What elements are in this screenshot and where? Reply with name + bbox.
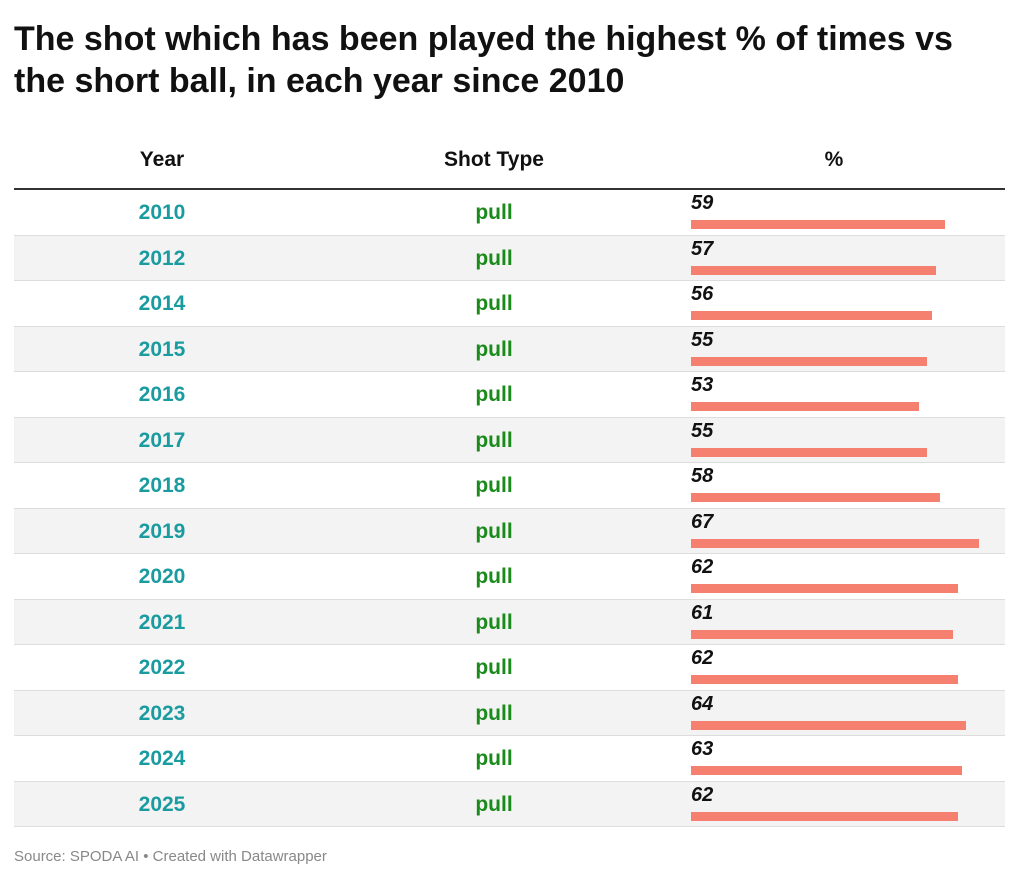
- shot-type-cell: pull: [475, 292, 513, 315]
- shot-type-cell: pull: [475, 792, 513, 816]
- shot-type-cell: pull: [475, 610, 513, 634]
- table-row: 2020 pull 62: [14, 554, 1005, 600]
- percent-cell: 63: [691, 736, 991, 780]
- year-cell: 2025: [138, 792, 186, 816]
- percent-bar: [691, 311, 932, 320]
- percent-bar: [691, 584, 958, 593]
- percent-value-label: 59: [691, 192, 714, 214]
- year-cell: 2024: [138, 747, 186, 770]
- shot-type-cell: pull: [475, 201, 513, 224]
- percent-cell: 62: [691, 554, 991, 598]
- year-cell: 2015: [138, 337, 186, 361]
- table-row: 2017 pull 55: [14, 417, 1005, 463]
- percent-value-label: 57: [691, 237, 714, 260]
- table-row: 2022 pull 62: [14, 645, 1005, 691]
- shot-type-cell: pull: [475, 656, 513, 679]
- year-cell: 2022: [138, 656, 186, 679]
- year-cell: 2019: [138, 519, 186, 543]
- percent-value-label: 56: [691, 283, 714, 305]
- percent-cell: 57: [691, 236, 991, 280]
- table-row: 2014 pull 56: [14, 281, 1005, 327]
- table-row: 2015 pull 55: [14, 326, 1005, 372]
- chart-title: The shot which has been played the highe…: [14, 20, 953, 100]
- percent-cell: 58: [691, 463, 991, 507]
- table-row: 2021 pull 61: [14, 599, 1005, 645]
- percent-cell: 62: [691, 645, 991, 689]
- percent-cell: 61: [691, 600, 991, 644]
- table-row: 2016 pull 53: [14, 372, 1005, 418]
- percent-cell: 64: [691, 691, 991, 735]
- percent-value-label: 67: [691, 510, 714, 533]
- header-year: Year: [139, 148, 185, 171]
- percent-bar: [691, 356, 928, 366]
- percent-bar: [691, 220, 945, 229]
- shot-type-cell: pull: [475, 519, 513, 543]
- percent-bar: [691, 265, 936, 275]
- percent-cell: 56: [691, 281, 991, 325]
- percent-cell: 53: [691, 372, 991, 416]
- table-row: 2024 pull 63: [14, 736, 1005, 782]
- shot-type-cell: pull: [475, 747, 513, 770]
- percent-cell: 55: [691, 327, 991, 371]
- percent-cell: 55: [691, 418, 991, 462]
- table-row: 2018 pull 58: [14, 463, 1005, 509]
- percent-value-label: 64: [691, 692, 714, 715]
- shot-type-cell: pull: [475, 383, 513, 406]
- source-note: Source: SPODA AI • Created with Datawrap…: [14, 848, 327, 865]
- year-cell: 2021: [138, 610, 186, 634]
- percent-value-label: 58: [691, 465, 714, 487]
- shot-type-cell: pull: [475, 337, 513, 361]
- shot-type-cell: pull: [475, 246, 513, 270]
- year-cell: 2012: [138, 246, 186, 270]
- year-cell: 2018: [138, 474, 186, 497]
- percent-cell: 67: [691, 509, 991, 553]
- percent-bar: [691, 675, 958, 684]
- year-cell: 2023: [138, 701, 186, 725]
- percent-value-label: 62: [691, 783, 714, 806]
- table-row: 2012 pull 57: [14, 235, 1005, 281]
- percent-value-label: 63: [691, 738, 714, 760]
- table-row: 2019 pull 67: [14, 508, 1005, 554]
- percent-bar: [691, 720, 967, 730]
- percent-bar: [691, 447, 928, 457]
- year-cell: 2010: [138, 201, 186, 224]
- percent-bar: [691, 402, 919, 411]
- percent-cell: 62: [691, 782, 991, 826]
- percent-bar: [691, 629, 954, 639]
- year-cell: 2016: [138, 383, 186, 406]
- percent-value-label: 61: [691, 601, 714, 624]
- percent-value-label: 62: [691, 556, 714, 578]
- percent-value-label: 55: [691, 328, 714, 351]
- data-table: Year Shot Type % 2010 pull 59 2012 pull 57 201…: [14, 138, 1005, 827]
- year-cell: 2014: [138, 292, 186, 315]
- shot-type-cell: pull: [475, 565, 513, 588]
- percent-bar: [691, 766, 962, 775]
- table-body: 2010 pull 59 2012 pull 57 2014 pull 56 2015 pull 55…: [14, 190, 1005, 827]
- shot-type-cell: pull: [475, 701, 513, 725]
- shot-type-cell: pull: [475, 474, 513, 497]
- header-shot-type: Shot Type: [444, 148, 544, 171]
- percent-bar: [691, 493, 941, 502]
- year-cell: 2020: [138, 565, 186, 588]
- table-row: 2023 pull 64: [14, 690, 1005, 736]
- year-cell: 2017: [138, 428, 186, 452]
- shot-type-cell: pull: [475, 428, 513, 452]
- table-row: 2010 pull 59: [14, 190, 1005, 236]
- percent-bar: [691, 811, 958, 821]
- header-percent: %: [824, 148, 844, 171]
- percent-value-label: 53: [691, 374, 714, 396]
- percent-cell: 59: [691, 190, 991, 234]
- table-header: Year Shot Type %: [14, 138, 1005, 190]
- percent-value-label: 62: [691, 647, 714, 669]
- percent-value-label: 55: [691, 419, 714, 442]
- table-row: 2025 pull 62: [14, 781, 1005, 827]
- percent-bar: [691, 538, 979, 548]
